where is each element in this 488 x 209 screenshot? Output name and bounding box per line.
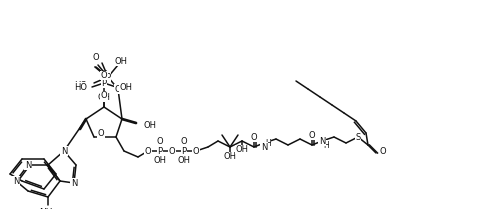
Text: O: O <box>169 147 175 155</box>
Text: O: O <box>251 133 257 142</box>
Text: HO: HO <box>74 83 87 92</box>
Text: P: P <box>158 147 163 155</box>
Text: OH: OH <box>143 121 156 130</box>
Text: OH: OH <box>154 156 166 165</box>
Text: O: O <box>115 84 122 93</box>
Text: H: H <box>323 140 329 149</box>
Text: OH: OH <box>224 152 237 161</box>
Text: N: N <box>261 143 267 152</box>
Text: O: O <box>101 71 107 80</box>
Text: S: S <box>355 133 361 141</box>
Text: OH: OH <box>98 93 110 102</box>
Text: OH: OH <box>115 56 127 65</box>
Text: O: O <box>101 92 107 101</box>
Text: HO: HO <box>74 80 87 89</box>
Text: P: P <box>182 147 186 155</box>
Text: OH: OH <box>236 145 248 154</box>
Text: O: O <box>157 137 163 146</box>
Text: O: O <box>144 147 151 155</box>
Text: O: O <box>309 131 315 140</box>
Text: H: H <box>265 139 271 148</box>
Text: O: O <box>193 147 199 155</box>
Text: OH: OH <box>178 156 190 165</box>
Text: N: N <box>13 176 19 186</box>
Text: O: O <box>181 137 187 146</box>
Text: N: N <box>25 161 31 169</box>
Text: O: O <box>98 129 104 138</box>
Text: O: O <box>380 147 386 156</box>
Text: N: N <box>319 136 325 145</box>
Text: P: P <box>102 79 106 88</box>
Text: N: N <box>71 178 77 187</box>
Text: O: O <box>93 52 100 61</box>
Text: N: N <box>61 147 67 155</box>
Text: P: P <box>105 73 111 82</box>
Text: NH₂: NH₂ <box>40 208 57 209</box>
Text: OH: OH <box>119 83 132 92</box>
